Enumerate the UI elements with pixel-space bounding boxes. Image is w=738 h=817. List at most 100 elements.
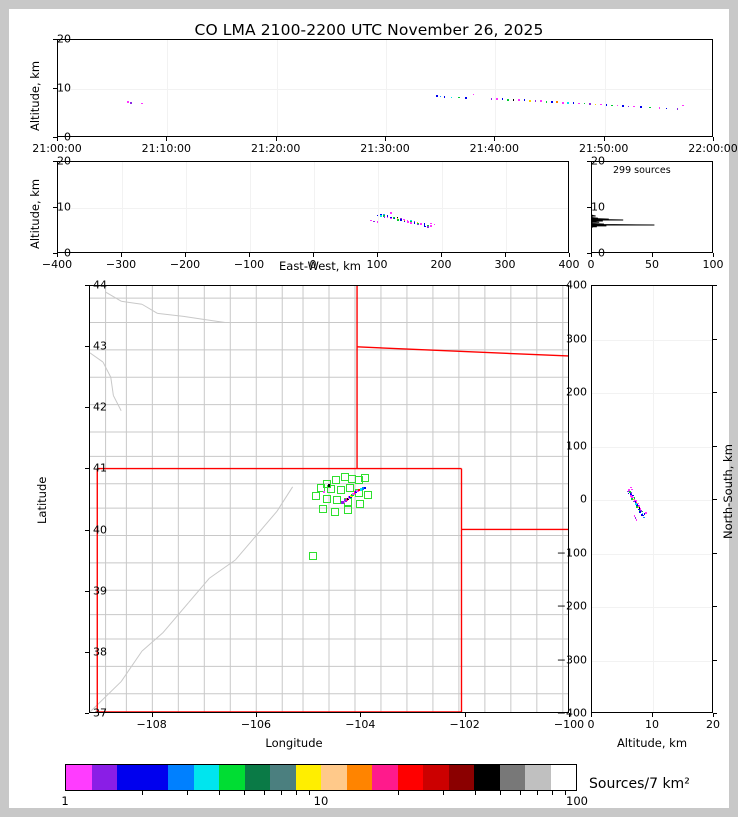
x-tick [275,137,277,141]
colorbar-swatch[interactable] [499,765,525,790]
x-tick-label: −200 [169,258,201,271]
colorbar-minor-tick [537,791,539,795]
data-point [400,218,402,220]
data-point [629,491,631,493]
map-xlabel: Longitude [265,736,323,750]
y-tick [713,338,717,340]
gridline-vertical [604,40,606,136]
data-point [641,512,644,515]
density-cell [345,483,354,492]
data-point [349,495,352,499]
data-point [632,494,634,497]
panel-altitude-histogram[interactable] [591,161,713,253]
density-cell [363,491,372,500]
x-tick-label: −102 [449,718,480,731]
data-point [383,216,386,218]
data-point [390,216,392,219]
data-point [627,490,629,493]
data-point [523,99,526,102]
colorbar-tick-label: 1 [61,794,69,808]
data-point [632,496,635,499]
x-tick [249,253,250,257]
data-point [347,497,350,500]
page-title: CO LMA 2100-2200 UTC November 26, 2025 [194,21,544,39]
data-point [472,93,475,96]
panel-plan-view-map[interactable] [89,285,569,713]
data-point [633,500,635,503]
y-tick [53,88,57,89]
colorbar-swatch[interactable] [550,765,576,790]
data-point [417,223,419,226]
x-tick-label: 200 [430,258,452,271]
x-tick [166,137,168,141]
data-point [640,510,642,512]
gridline-vertical [314,162,315,252]
data-point [636,504,638,506]
gridline-vertical [250,162,251,252]
y-tick [713,606,717,607]
colorbar-swatch[interactable] [372,765,398,790]
colorbar-minor-tick [499,791,501,795]
data-point [322,490,325,494]
data-point [649,106,652,109]
panel-north-south-altitude[interactable] [591,285,713,713]
x-tick-label: 21:50:00 [578,142,629,155]
colorbar-swatch[interactable] [270,765,296,790]
data-point [645,512,648,514]
colorbar-swatch[interactable] [321,765,347,790]
y-tick-label: 10 [591,200,605,214]
x-tick-label: 0 [309,258,317,271]
colorbar-swatch[interactable] [193,765,219,790]
y-tick-label: −100 [556,546,587,559]
panel-east-west-height[interactable] [57,161,569,253]
y-tick [85,346,89,348]
data-point [396,217,399,219]
data-point [407,221,409,223]
data-point [396,218,399,220]
data-point [641,514,643,516]
data-point [572,102,575,104]
panel-time-height[interactable] [57,39,713,137]
x-tick-label: −100 [233,258,265,271]
colorbar-swatch[interactable] [117,765,143,790]
colorbar-swatch[interactable] [474,765,500,790]
east-west-xlabel: East-West, km [279,259,361,273]
colorbar-swatch[interactable] [295,765,321,790]
colorbar-swatch[interactable] [346,765,372,790]
y-tick [53,137,57,138]
colorbar-swatch[interactable] [448,765,474,790]
y-tick-label: 20 [57,154,71,168]
colorbar-swatch[interactable] [168,765,194,790]
colorbar-swatch[interactable] [244,765,270,790]
data-point [341,501,344,504]
colorbar-swatch[interactable] [219,765,245,790]
y-tick [713,499,717,500]
y-tick-label: 10 [57,81,71,95]
colorbar-swatch[interactable] [397,765,423,790]
gridline-vertical [653,286,654,712]
data-point [358,489,361,492]
x-tick [57,137,58,141]
colorbar-swatch[interactable] [423,765,449,790]
map-ylabel: Latitude [35,476,49,524]
data-point [376,214,379,217]
east-west-ylabel: Altitude, km [28,178,42,249]
colorbar-group[interactable]: 1 10 100 [61,764,588,808]
data-point [534,99,537,102]
x-tick-label: 100 [366,258,388,271]
gridline-vertical [442,162,443,252]
map-plot-area [90,286,568,712]
colorbar-swatch[interactable] [525,765,551,790]
data-point [637,504,640,507]
colorbar-swatch[interactable] [142,765,168,790]
y-tick [85,407,89,409]
colorbar-minor-tick [520,791,522,795]
data-point [351,493,354,497]
colorbar-swatches[interactable] [65,764,577,791]
y-tick [713,445,717,447]
y-tick-label: 44 [93,278,107,292]
x-tick-label: −300 [105,258,137,271]
colorbar-swatch[interactable] [66,765,92,790]
density-cell [312,492,321,501]
colorbar-swatch[interactable] [91,765,117,790]
